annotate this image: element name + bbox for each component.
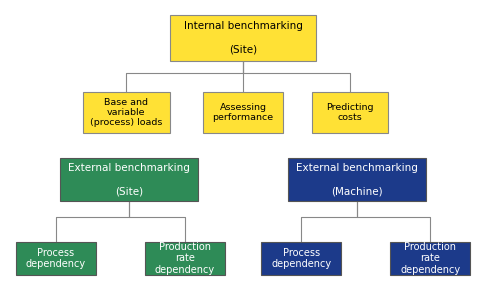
- Text: Production
rate
dependency: Production rate dependency: [155, 242, 215, 275]
- FancyBboxPatch shape: [145, 242, 225, 275]
- FancyBboxPatch shape: [83, 92, 170, 133]
- FancyBboxPatch shape: [390, 242, 470, 275]
- FancyBboxPatch shape: [60, 158, 198, 201]
- FancyBboxPatch shape: [16, 242, 96, 275]
- Text: Process
dependency: Process dependency: [26, 248, 86, 269]
- Text: Base and
variable
(process) loads: Base and variable (process) loads: [90, 98, 162, 127]
- FancyBboxPatch shape: [312, 92, 388, 133]
- Text: Internal benchmarking

(Site): Internal benchmarking (Site): [184, 21, 302, 55]
- Text: External benchmarking

(Machine): External benchmarking (Machine): [296, 163, 418, 196]
- Text: Assessing
performance: Assessing performance: [212, 103, 274, 122]
- Text: External benchmarking

(Site): External benchmarking (Site): [68, 163, 190, 196]
- FancyBboxPatch shape: [261, 242, 341, 275]
- FancyBboxPatch shape: [170, 15, 316, 61]
- FancyBboxPatch shape: [203, 92, 283, 133]
- Text: Production
rate
dependency: Production rate dependency: [400, 242, 460, 275]
- Text: Predicting
costs: Predicting costs: [326, 103, 374, 122]
- FancyBboxPatch shape: [288, 158, 427, 201]
- Text: Process
dependency: Process dependency: [271, 248, 331, 269]
